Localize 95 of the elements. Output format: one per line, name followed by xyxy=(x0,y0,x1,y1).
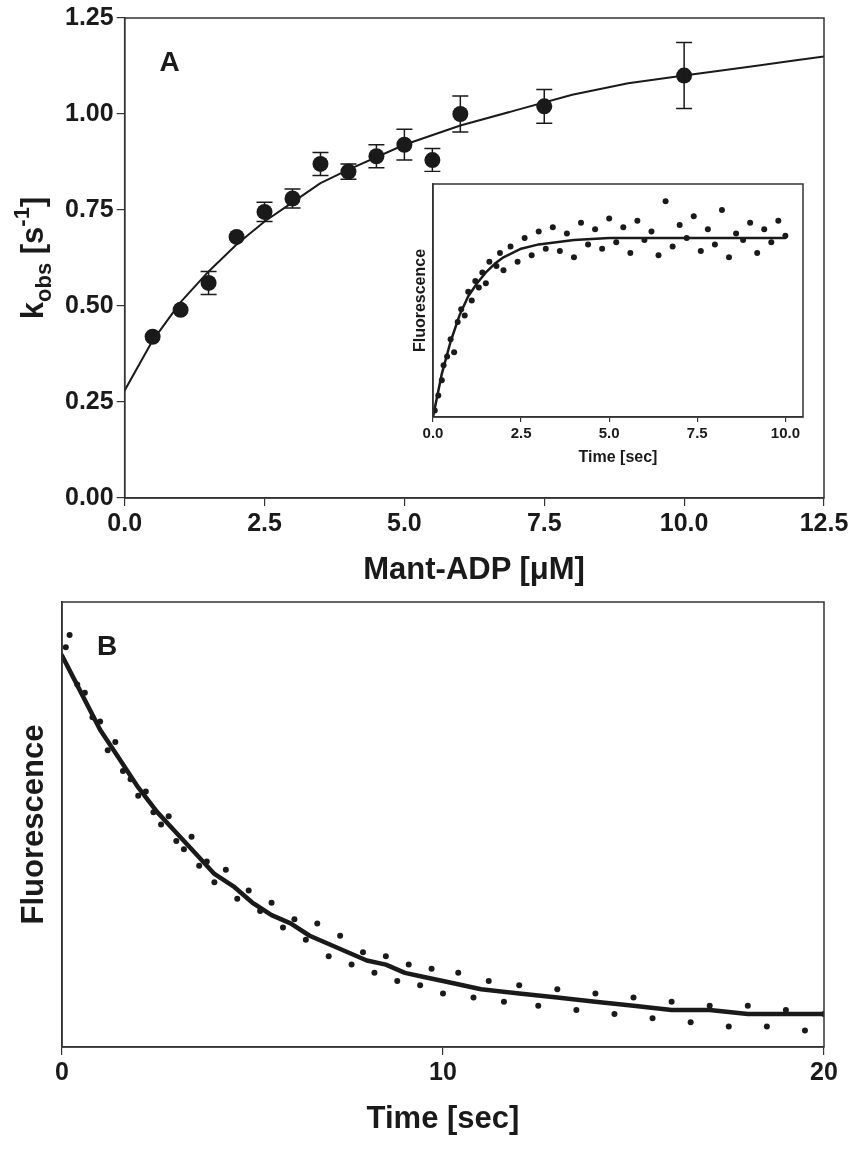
point xyxy=(493,262,500,269)
point xyxy=(536,98,553,115)
point xyxy=(475,284,482,291)
y-tick-label: 0.00 xyxy=(64,481,114,510)
x-axis-title: Mant-ADP [μM] xyxy=(363,550,585,586)
y-axis-title: Fluorescence xyxy=(14,724,50,925)
x-tick-label: 10.0 xyxy=(770,424,800,442)
point xyxy=(620,224,627,231)
point xyxy=(438,377,445,384)
point xyxy=(444,353,451,360)
point xyxy=(465,288,472,295)
x-tick-label: 5.0 xyxy=(387,507,422,536)
point xyxy=(570,254,577,261)
point xyxy=(424,152,441,169)
point xyxy=(172,301,189,318)
point xyxy=(556,247,563,254)
y-tick-label: 0.75 xyxy=(64,193,114,222)
x-tick-label: 2.5 xyxy=(247,507,282,536)
x-tick-label: 10 xyxy=(429,1056,457,1085)
point xyxy=(144,328,161,345)
point xyxy=(458,306,465,313)
annotation: B xyxy=(96,629,118,661)
y-tick-label: 1.25 xyxy=(64,1,114,30)
point xyxy=(447,336,454,343)
point xyxy=(733,230,740,237)
x-tick-label: 0.0 xyxy=(107,507,143,536)
x-axis-title: Time [sec] xyxy=(578,448,658,466)
point xyxy=(782,232,789,239)
point xyxy=(747,219,754,226)
point xyxy=(200,274,217,291)
point xyxy=(549,224,556,231)
point xyxy=(440,362,447,369)
x-tick-label: 2.5 xyxy=(510,424,532,442)
point xyxy=(507,243,514,250)
point xyxy=(435,392,442,399)
x-tick-label: 10.0 xyxy=(659,507,709,536)
point xyxy=(542,245,549,252)
y-axis-title: kobs [s-1] xyxy=(9,196,56,320)
x-tick-label: 20 xyxy=(810,1056,838,1085)
point xyxy=(662,198,669,205)
point xyxy=(514,258,521,265)
point xyxy=(690,213,697,220)
point xyxy=(606,215,613,222)
point xyxy=(613,239,620,246)
point xyxy=(697,247,704,254)
point xyxy=(528,252,535,259)
x-tick-label: 0 xyxy=(55,1056,69,1085)
x-tick-label: 5.0 xyxy=(598,424,620,442)
point xyxy=(585,241,592,248)
point xyxy=(669,243,676,250)
point xyxy=(496,250,503,257)
x-tick-label: 0.0 xyxy=(422,424,444,442)
point xyxy=(627,250,634,257)
point xyxy=(676,221,683,228)
point xyxy=(599,245,606,252)
point xyxy=(683,234,690,241)
point xyxy=(312,155,329,172)
x-tick-label: 7.5 xyxy=(526,507,562,536)
point xyxy=(634,217,641,224)
point xyxy=(454,319,461,326)
point xyxy=(451,349,458,356)
point xyxy=(472,278,479,285)
y-axis-title: Fluorescence xyxy=(411,248,429,353)
x-axis-title: Time [sec] xyxy=(366,1099,520,1135)
point xyxy=(704,226,711,233)
point xyxy=(521,234,528,241)
x-tick-label: 7.5 xyxy=(686,424,708,442)
point xyxy=(726,254,732,261)
point xyxy=(500,267,507,274)
point xyxy=(368,148,385,165)
point xyxy=(479,269,486,276)
point xyxy=(578,219,584,226)
point xyxy=(761,226,768,233)
point xyxy=(563,230,570,237)
y-tick-label: 0.25 xyxy=(64,385,114,414)
point xyxy=(228,228,245,245)
point xyxy=(711,241,718,248)
point xyxy=(655,252,662,259)
annotation: A xyxy=(159,45,180,77)
point xyxy=(775,217,782,224)
x-tick-label: 12.5 xyxy=(799,507,849,536)
point xyxy=(468,297,475,304)
point xyxy=(718,206,725,213)
point xyxy=(535,228,542,235)
point xyxy=(461,312,468,319)
point xyxy=(648,228,655,235)
point xyxy=(482,280,489,287)
point xyxy=(754,250,761,257)
y-tick-label: 1.00 xyxy=(64,97,114,126)
point xyxy=(396,136,413,153)
point xyxy=(486,258,493,265)
point xyxy=(768,239,775,246)
y-tick-label: 0.50 xyxy=(64,289,114,318)
point xyxy=(452,106,469,122)
point xyxy=(592,226,599,233)
